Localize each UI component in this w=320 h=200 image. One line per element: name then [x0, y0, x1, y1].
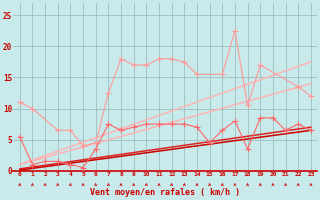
X-axis label: Vent moyen/en rafales ( km/h ): Vent moyen/en rafales ( km/h ) [90, 188, 240, 197]
